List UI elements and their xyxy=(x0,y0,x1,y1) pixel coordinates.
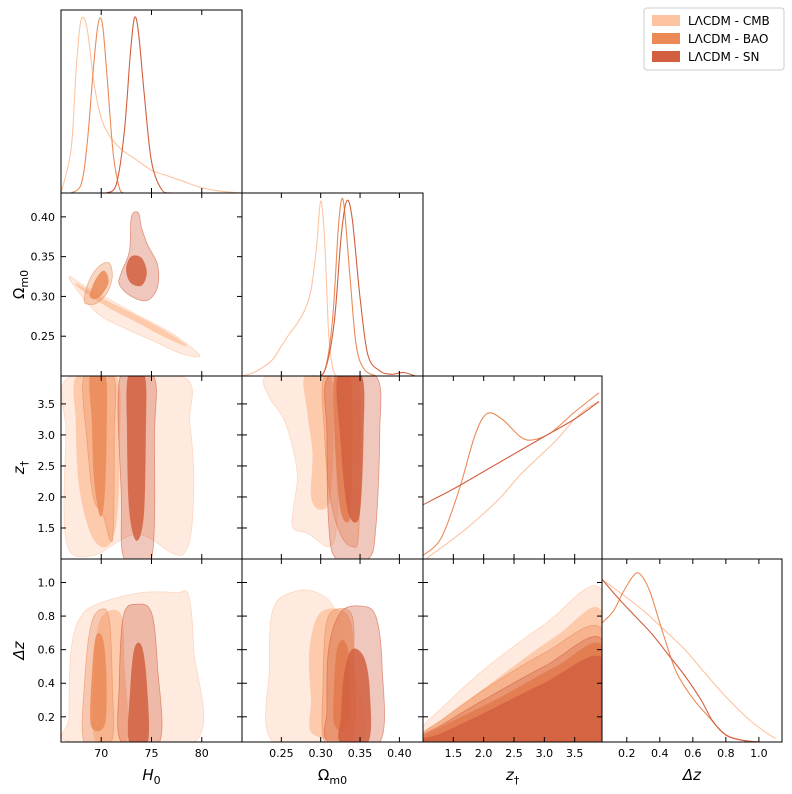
y-tick-label-zt: 1.5 xyxy=(38,522,56,535)
x-axis-title-Om0-symbol: Ω xyxy=(318,766,329,784)
marginal-zt-lcdmsn xyxy=(423,401,600,506)
contour-lcdmbao-inner xyxy=(89,270,109,300)
contour-lcdmsn-inner xyxy=(126,376,147,541)
x-tick-label-H0: 70 xyxy=(94,747,108,760)
x-axis-title-dz: Δz xyxy=(682,766,702,784)
contour-lcdmsn-inner xyxy=(127,642,150,742)
y-tick-label-zt: 2.0 xyxy=(38,491,56,504)
x-tick-label-dz: 0.6 xyxy=(684,747,702,760)
x-tick-label-dz: 0.4 xyxy=(651,747,669,760)
y-tick-label-Om0: 0.30 xyxy=(31,290,56,303)
x-axis-title-H0-symbol: H xyxy=(142,766,153,784)
y-axis-title-zt: z† xyxy=(10,460,31,475)
legend-label: LΛCDM - CMB xyxy=(688,14,770,28)
x-tick-label-Om0: 0.40 xyxy=(387,747,412,760)
marginal-zt-lcdmcmb xyxy=(425,401,600,559)
x-tick-label-Om0: 0.30 xyxy=(308,747,333,760)
y-tick-label-dz: 0.2 xyxy=(38,711,56,724)
panel-frame xyxy=(241,192,424,377)
y-axis-title-zt-symbol: z xyxy=(10,465,28,475)
axis-label-layer: 70 75 80 0.25 0.30 0.35 0.40 1.5 2.0 2.5 3.0 3.5 0.2… xyxy=(10,211,768,787)
contour-lcdmbao-inner xyxy=(89,376,108,517)
x-tick-label-Om0: 0.25 xyxy=(269,747,294,760)
marginal-dz-lcdmbao xyxy=(602,572,759,742)
y-tick-label-Om0: 0.25 xyxy=(31,330,56,343)
y-axis-title-zt-subscript: † xyxy=(18,460,31,466)
marginal-zt-lcdmbao xyxy=(423,392,600,556)
y-axis-title-Om0: Ωm0 xyxy=(10,270,31,299)
legend: LΛCDM - CMB LΛCDM - BAO LΛCDM - SN xyxy=(643,7,785,71)
x-axis-title-zt-subscript: † xyxy=(514,774,520,787)
x-axis-title-dz-symbol: Δz xyxy=(682,766,702,784)
x-tick-label-dz: 0.2 xyxy=(618,747,636,760)
y-axis-title-Om0-subscript: m0 xyxy=(18,270,31,288)
x-tick-label-zt: 2.5 xyxy=(505,747,523,760)
y-axis-title-dz-symbol: Δz xyxy=(10,640,28,660)
marginal-H0-lcdmsn xyxy=(105,16,172,193)
contour-lcdmsn-inner xyxy=(336,376,365,523)
x-axis-title-H0: H0 xyxy=(142,766,160,787)
legend-label: LΛCDM - BAO xyxy=(688,32,769,46)
legend-swatch xyxy=(652,33,680,44)
x-tick-label-zt: 1.5 xyxy=(445,747,463,760)
contour-lcdmbao-inner xyxy=(89,632,107,732)
y-tick-label-zt: 3.5 xyxy=(38,398,56,411)
x-axis-title-Om0-subscript: m0 xyxy=(329,774,347,787)
y-tick-label-Om0: 0.35 xyxy=(31,251,56,264)
x-tick-label-H0: 80 xyxy=(195,747,209,760)
marginal-H0-lcdmbao xyxy=(70,17,124,193)
contour-lcdmsn-inner xyxy=(423,655,602,742)
marginal-Om0-lcdmcmb xyxy=(242,200,337,376)
marginal-H0-lcdmcmb xyxy=(61,16,242,193)
y-tick-label-dz: 0.6 xyxy=(38,644,56,657)
marginal-Om0-lcdmsn xyxy=(312,199,416,376)
x-tick-label-zt: 2.0 xyxy=(475,747,493,760)
legend-swatch xyxy=(652,51,680,62)
x-tick-label-dz: 0.8 xyxy=(717,747,735,760)
marginal-Om0-lcdmbao xyxy=(312,197,377,376)
y-tick-label-Om0: 0.40 xyxy=(31,211,56,224)
contour-layer xyxy=(61,211,602,742)
y-tick-label-zt: 2.5 xyxy=(38,460,56,473)
x-tick-label-zt: 3.5 xyxy=(566,747,584,760)
y-tick-label-dz: 1.0 xyxy=(38,577,56,590)
marginal-dz-lcdmcmb xyxy=(602,578,776,739)
marginal-layer xyxy=(61,16,776,742)
legend-swatch xyxy=(652,15,680,26)
marginal-dz-lcdmsn xyxy=(602,578,759,742)
x-tick-label-zt: 3.0 xyxy=(536,747,554,760)
x-axis-title-zt-symbol: z xyxy=(505,766,515,784)
x-axis-title-Om0: Ωm0 xyxy=(318,766,347,787)
panel-frame xyxy=(422,375,603,560)
y-tick-label-dz: 0.8 xyxy=(38,610,56,623)
y-tick-label-zt: 3.0 xyxy=(38,429,56,442)
contour-lcdmcmb-inner xyxy=(303,376,334,510)
x-axis-title-H0-subscript: 0 xyxy=(154,774,161,787)
x-tick-label-Om0: 0.35 xyxy=(348,747,373,760)
contour-lcdmsn-inner xyxy=(338,648,372,742)
legend-label: LΛCDM - SN xyxy=(688,50,759,64)
y-tick-label-dz: 0.4 xyxy=(38,677,56,690)
contour-lcdmsn-inner xyxy=(125,255,147,287)
tick-layer xyxy=(61,10,760,742)
x-axis-title-zt: z† xyxy=(505,766,520,787)
x-tick-label-H0: 75 xyxy=(145,747,159,760)
panel-frame xyxy=(601,558,783,743)
y-axis-title-dz: Δz xyxy=(10,640,28,660)
y-axis-title-Om0-symbol: Ω xyxy=(10,288,28,299)
x-tick-label-dz: 1.0 xyxy=(750,747,768,760)
